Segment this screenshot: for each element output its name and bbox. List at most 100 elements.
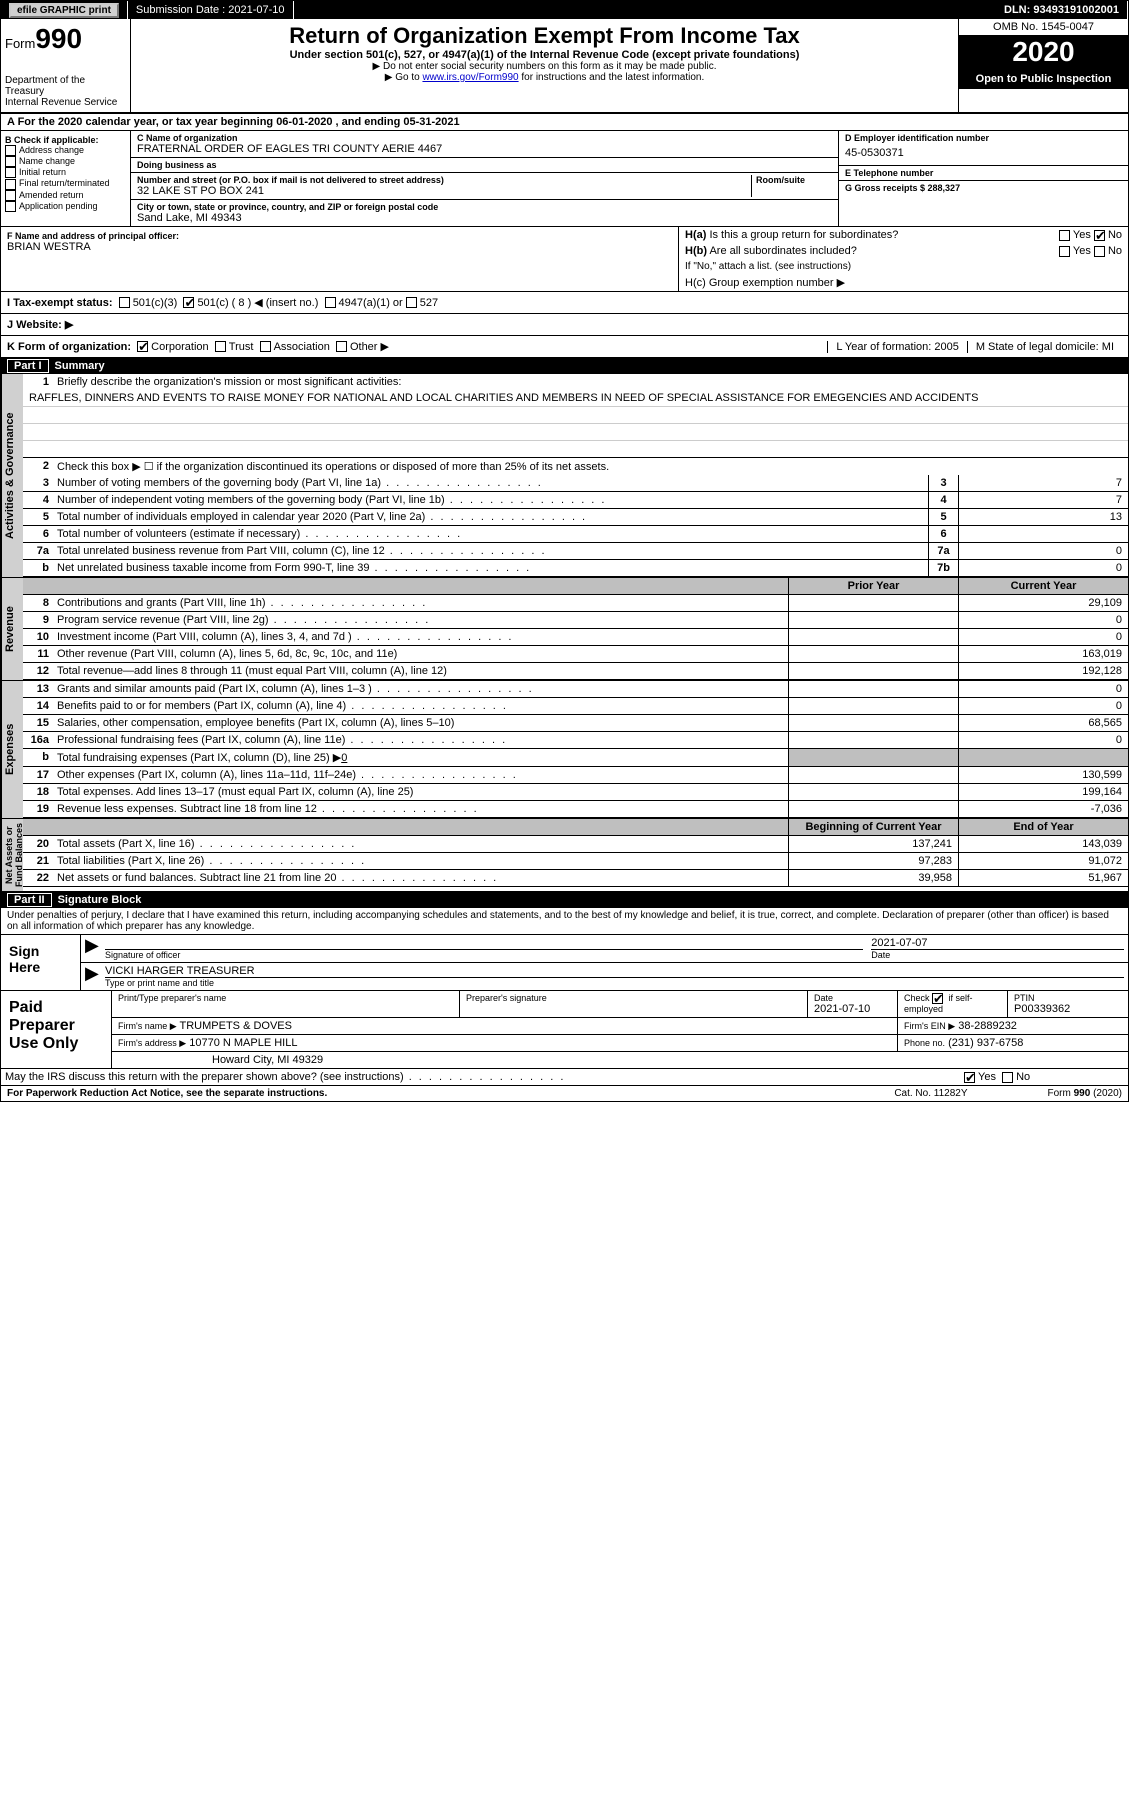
section-b: B Check if applicable: Address change Na…	[1, 131, 131, 226]
room-label: Room/suite	[752, 175, 832, 197]
line7a: Total unrelated business revenue from Pa…	[53, 543, 928, 559]
firm-ein-label: Firm's EIN ▶	[904, 1021, 955, 1031]
line14: Benefits paid to or for members (Part IX…	[53, 698, 788, 714]
mission-text: RAFFLES, DINNERS AND EVENTS TO RAISE MON…	[23, 390, 1128, 407]
line20: Total assets (Part X, line 16)	[53, 836, 788, 852]
arrow-icon: ▶	[81, 963, 101, 990]
note-ssn: ▶ Do not enter social security numbers o…	[135, 61, 954, 72]
irs-link[interactable]: www.irs.gov/Form990	[422, 72, 518, 83]
hb-row: H(b) Are all subordinates included? Yes …	[679, 243, 1128, 259]
ein-label: D Employer identification number	[845, 133, 1122, 143]
top-bar: efile GRAPHIC print Submission Date : 20…	[1, 1, 1128, 19]
boy-hdr: Beginning of Current Year	[788, 819, 958, 835]
org-name: FRATERNAL ORDER OF EAGLES TRI COUNTY AER…	[137, 143, 832, 155]
line4-val: 7	[958, 492, 1128, 508]
department: Department of the Treasury Internal Reve…	[5, 75, 126, 108]
discuss-answer: Yes No	[958, 1069, 1128, 1085]
footer-right: Form 990 (2020)	[1048, 1088, 1122, 1099]
line3: Number of voting members of the governin…	[53, 475, 928, 491]
line17: Other expenses (Part IX, column (A), lin…	[53, 767, 788, 783]
part2-header: Part IISignature Block	[1, 892, 1128, 908]
firm-addr1: 10770 N MAPLE HILL	[189, 1037, 297, 1049]
line21-eoy: 91,072	[958, 853, 1128, 869]
form-label: Form	[5, 36, 35, 51]
line1-label: Briefly describe the organization's miss…	[53, 374, 1128, 390]
line12: Total revenue—add lines 8 through 11 (mu…	[53, 663, 788, 679]
firm-addr2: Howard City, MI 49329	[112, 1052, 1128, 1068]
hb-note: If "No," attach a list. (see instruction…	[679, 259, 1128, 274]
city-label: City or town, state or province, country…	[137, 202, 832, 212]
note-link: ▶ Go to www.irs.gov/Form990 for instruct…	[135, 72, 954, 83]
tax-status-row: I Tax-exempt status: 501(c)(3) 501(c) ( …	[1, 292, 1128, 314]
firm-phone: (231) 937-6758	[948, 1037, 1023, 1049]
efile-button[interactable]: efile GRAPHIC print	[9, 3, 119, 18]
line16a-val: 0	[958, 732, 1128, 748]
firm-name-label: Firm's name ▶	[118, 1021, 177, 1031]
addr-value: 32 LAKE ST PO BOX 241	[137, 185, 751, 197]
website-row: J Website: ▶	[1, 314, 1128, 336]
year-formation: L Year of formation: 2005	[827, 341, 967, 353]
form-number: 990	[35, 23, 82, 54]
hc-row: H(c) Group exemption number ▶	[679, 274, 1128, 291]
kform-row: K Form of organization: Corporation Trus…	[1, 336, 1128, 358]
eoy-hdr: End of Year	[958, 819, 1128, 835]
line3-val: 7	[958, 475, 1128, 491]
omb-number: OMB No. 1545-0047	[959, 19, 1128, 36]
name-label: C Name of organization	[137, 133, 832, 143]
line15-val: 68,565	[958, 715, 1128, 731]
line8: Contributions and grants (Part VIII, lin…	[53, 595, 788, 611]
line21-boy: 97,283	[788, 853, 958, 869]
line17-val: 130,599	[958, 767, 1128, 783]
open-public: Open to Public Inspection	[959, 69, 1128, 89]
line18: Total expenses. Add lines 13–17 (must eq…	[53, 784, 788, 800]
line22-boy: 39,958	[788, 870, 958, 886]
line12-val: 192,128	[958, 663, 1128, 679]
line15: Salaries, other compensation, employee b…	[53, 715, 788, 731]
city-value: Sand Lake, MI 49343	[137, 212, 832, 224]
line9: Program service revenue (Part VIII, line…	[53, 612, 788, 628]
form-title: Return of Organization Exempt From Incom…	[135, 23, 954, 49]
line21: Total liabilities (Part X, line 26)	[53, 853, 788, 869]
sig-officer-label: Signature of officer	[105, 949, 863, 960]
discuss-question: May the IRS discuss this return with the…	[1, 1069, 958, 1085]
line14-val: 0	[958, 698, 1128, 714]
footer-mid: Cat. No. 11282Y	[894, 1088, 967, 1099]
vtab-netassets: Net Assets or Fund Balances	[1, 819, 23, 891]
firm-name: TRUMPETS & DOVES	[180, 1020, 292, 1032]
ptin-label: PTIN	[1014, 993, 1122, 1003]
line2: Check this box ▶ ☐ if the organization d…	[53, 458, 1128, 475]
line20-eoy: 143,039	[958, 836, 1128, 852]
line10: Investment income (Part VIII, column (A)…	[53, 629, 788, 645]
line10-val: 0	[958, 629, 1128, 645]
line9-val: 0	[958, 612, 1128, 628]
curr-year-hdr: Current Year	[958, 578, 1128, 594]
line11: Other revenue (Part VIII, column (A), li…	[53, 646, 788, 662]
line5-val: 13	[958, 509, 1128, 525]
state-domicile: M State of legal domicile: MI	[967, 341, 1122, 353]
prep-sig-label: Preparer's signature	[466, 993, 801, 1003]
sig-intro: Under penalties of perjury, I declare th…	[1, 908, 1128, 934]
paid-preparer-label: Paid Preparer Use Only	[1, 991, 111, 1068]
line13-val: 0	[958, 681, 1128, 697]
line18-val: 199,164	[958, 784, 1128, 800]
sig-date: 2021-07-07	[871, 937, 1124, 949]
line16a: Professional fundraising fees (Part IX, …	[53, 732, 788, 748]
line22-eoy: 51,967	[958, 870, 1128, 886]
ptin-value: P00339362	[1014, 1003, 1122, 1015]
line4: Number of independent voting members of …	[53, 492, 928, 508]
vtab-activities: Activities & Governance	[1, 374, 23, 577]
vtab-expenses: Expenses	[1, 681, 23, 818]
sig-date-label: Date	[871, 949, 1124, 960]
part1-header: Part ISummary	[1, 358, 1128, 374]
gross-receipts: G Gross receipts $ 288,327	[845, 183, 1122, 193]
firm-ein: 38-2889232	[958, 1020, 1017, 1032]
firm-addr-label: Firm's address ▶	[118, 1038, 186, 1048]
footer-left: For Paperwork Reduction Act Notice, see …	[7, 1088, 327, 1099]
officer-name-title: VICKI HARGER TREASURER	[105, 965, 1124, 977]
print-name-label: Print/Type preparer's name	[118, 993, 453, 1003]
sign-here-label: Sign Here	[1, 935, 81, 990]
self-emp-check: Check if self-employed	[898, 991, 1008, 1017]
line11-val: 163,019	[958, 646, 1128, 662]
submission-date: Submission Date : 2021-07-10	[128, 1, 294, 19]
arrow-icon: ▶	[81, 935, 101, 962]
